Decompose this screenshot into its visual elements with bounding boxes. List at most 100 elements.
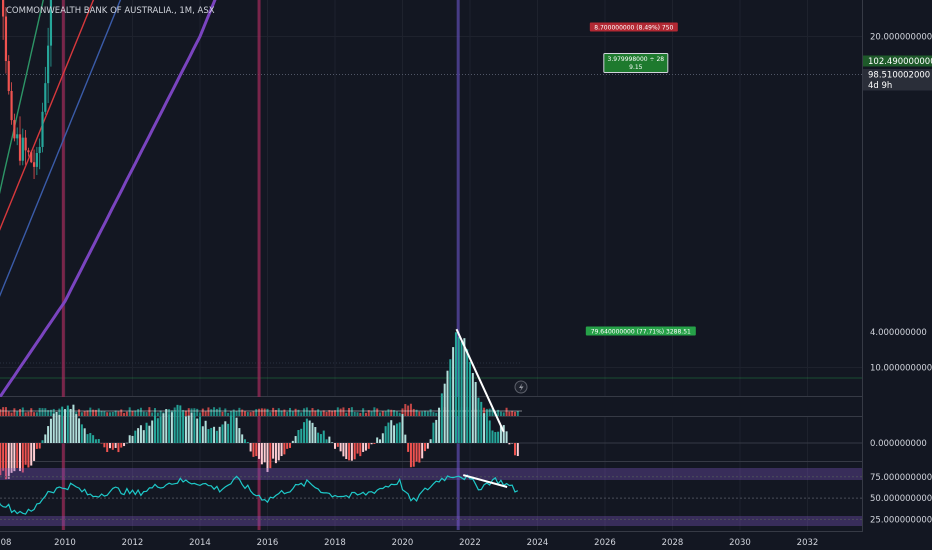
volume-bar xyxy=(10,412,13,416)
volume-bar xyxy=(58,408,61,416)
macd-bar xyxy=(109,443,111,449)
rsi-line xyxy=(0,474,519,515)
macd-bar xyxy=(305,418,308,443)
stop-label: 8.700000000 (8.49%) 750 xyxy=(594,25,673,32)
macd-bar xyxy=(418,443,421,463)
candle-body xyxy=(13,120,16,139)
macd-bar xyxy=(103,443,106,448)
volume-bar xyxy=(328,410,331,416)
volume-bar xyxy=(16,411,19,416)
macd-bar xyxy=(64,409,66,443)
volume-bar xyxy=(120,409,123,416)
time-tick-label: 2022 xyxy=(459,538,481,548)
candle-body xyxy=(35,153,38,167)
candles[interactable] xyxy=(0,0,548,394)
price-tag-label: 4d 9h xyxy=(868,81,892,91)
macd-bar xyxy=(244,439,246,443)
volume-bar xyxy=(384,411,387,416)
macd-bar xyxy=(207,429,210,443)
candle-body xyxy=(2,0,5,17)
stop-label-box xyxy=(589,22,678,32)
volume-bar xyxy=(359,412,362,416)
volume-bar xyxy=(139,407,142,416)
macd-bar xyxy=(100,443,103,444)
rsi-divergence xyxy=(462,474,508,488)
price-tick-label: 20.000000000 xyxy=(870,33,932,43)
target-label-box xyxy=(585,326,696,336)
current-label-box xyxy=(603,53,669,73)
macd-bar xyxy=(61,406,64,443)
macd-bar xyxy=(162,413,165,443)
target-label: 79.640000000 (77.71%) 3288.51 xyxy=(591,329,691,336)
time-axis-bg xyxy=(0,532,932,550)
macd-bar xyxy=(269,443,272,469)
macd-bar xyxy=(182,412,185,443)
volume-bar xyxy=(4,407,7,416)
macd-bar xyxy=(215,430,218,443)
volume-bar xyxy=(75,411,78,416)
short-position-tool[interactable]: 8.700000000 (8.49%) 750 3.979998000 ÷ 289… xyxy=(521,0,767,336)
macd-bar xyxy=(432,422,435,443)
macd-bar xyxy=(471,373,474,443)
volume-bar xyxy=(303,408,306,416)
volume-bar xyxy=(381,411,384,416)
macd-bar xyxy=(364,443,367,451)
macd-bar xyxy=(311,422,314,443)
volume-bar xyxy=(148,407,151,416)
macd-bar xyxy=(58,414,61,443)
volume-bar xyxy=(78,409,81,416)
macd-bar xyxy=(55,412,58,443)
vertical-markers xyxy=(61,0,460,530)
volume-bar xyxy=(387,409,390,416)
volume-pane xyxy=(0,397,862,416)
volume-bar xyxy=(499,411,502,416)
volume-bar xyxy=(497,409,500,416)
volume-bar xyxy=(13,408,16,416)
macd-bar xyxy=(89,433,92,443)
volume-bar xyxy=(221,411,224,416)
time-tick-label: 2018 xyxy=(324,538,346,548)
rsi-tick-label: 25.000000000 xyxy=(870,515,932,525)
macd-bar xyxy=(359,443,362,457)
volume-bar xyxy=(159,410,162,416)
macd-bar xyxy=(325,439,328,443)
macd-bar xyxy=(502,425,505,443)
volume-bar xyxy=(137,409,140,416)
macd-bar xyxy=(227,423,230,443)
candle-body xyxy=(4,16,8,62)
time-tick-label: 2028 xyxy=(662,538,684,548)
volume-bar xyxy=(7,411,10,416)
candle-body xyxy=(21,137,24,161)
macd-bar xyxy=(66,405,69,443)
volume-bar xyxy=(201,408,204,416)
macd-bar xyxy=(297,430,300,443)
volume-bar xyxy=(100,410,103,416)
time-axis[interactable]: 08 2010 2012 2014 2016 2018 2020 2022 2024 2026 20… xyxy=(0,532,932,550)
volume-bar xyxy=(215,408,218,416)
macd-bar xyxy=(300,428,303,443)
volume-bar xyxy=(41,408,44,416)
volume-bar xyxy=(94,409,97,416)
macd-bar xyxy=(494,432,497,443)
macd-bar xyxy=(348,443,351,461)
macd-bar xyxy=(80,424,83,443)
macd-bar xyxy=(204,420,207,443)
volume-bar xyxy=(404,404,407,416)
price-axis[interactable]: 10.00000000020.00000000030.00000000040.0… xyxy=(863,0,932,550)
macd-bar xyxy=(38,443,41,449)
current-label-line1: 3.979998000 ÷ 28 xyxy=(608,56,665,63)
volume-bar xyxy=(97,408,100,416)
volume-bar xyxy=(505,407,508,416)
macd-bar xyxy=(404,434,407,443)
macd-bar xyxy=(131,435,134,443)
macd-bar xyxy=(469,361,471,443)
macd-bar xyxy=(266,443,269,472)
volume-bar xyxy=(207,407,210,416)
volume-bar xyxy=(342,407,345,416)
macd-bar xyxy=(463,338,466,443)
macd-bar xyxy=(514,443,516,456)
macd-bar xyxy=(435,419,438,443)
volume-bar xyxy=(314,410,317,416)
volume-bar xyxy=(196,408,199,416)
